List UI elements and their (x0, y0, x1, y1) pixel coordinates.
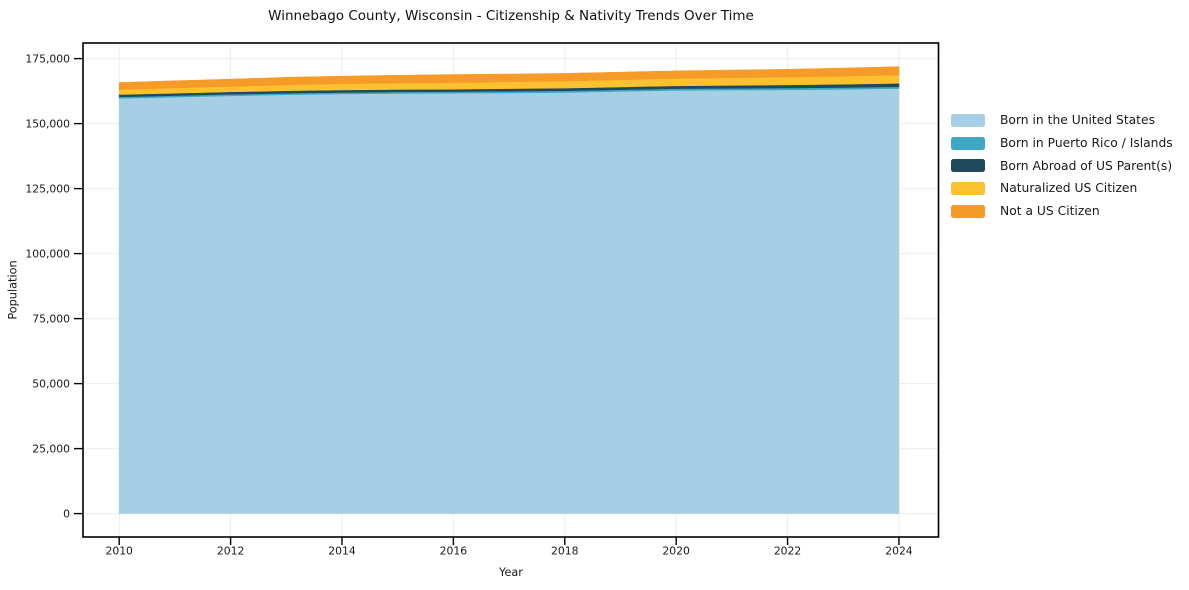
legend-item-naturalized-us-citizen: Naturalized US Citizen (951, 177, 1173, 200)
y-tick-label: 50,000 (32, 377, 70, 390)
x-tick-label: 2014 (328, 545, 356, 558)
legend-item-born-in-puerto-rico-islands: Born in Puerto Rico / Islands (951, 132, 1173, 155)
legend-label: Naturalized US Citizen (1000, 181, 1138, 196)
legend-item-not-a-us-citizen: Not a US Citizen (951, 200, 1173, 223)
x-tick-label: 2012 (217, 545, 244, 558)
area-series-not-a-us-citizen (118, 66, 900, 90)
legend-swatch-icon (951, 136, 985, 150)
legend-label: Not a US Citizen (1000, 204, 1100, 219)
legend-swatch-icon (951, 159, 985, 173)
legend-item-born-abroad-of-us-parent-s: Born Abroad of US Parent(s) (951, 154, 1173, 177)
x-tick-label: 2018 (551, 545, 579, 558)
y-tick-label: 0 (63, 507, 70, 520)
legend-swatch-icon (951, 113, 985, 127)
legend-label: Born in the United States (1000, 113, 1155, 128)
y-tick-label: 125,000 (25, 182, 70, 195)
y-axis-label: Population (6, 260, 20, 320)
chart-title: Winnebago County, Wisconsin - Citizenshi… (268, 8, 754, 24)
legend-swatch-icon (951, 181, 985, 195)
x-axis-label: Year (499, 566, 523, 579)
legend-swatch-icon (951, 204, 985, 218)
y-tick-label: 150,000 (25, 117, 70, 130)
x-tick-label: 2020 (662, 545, 690, 558)
chart-legend: Born in the United States Born in Puerto … (951, 109, 1173, 222)
x-tick-label: 2016 (440, 545, 468, 558)
legend-item-born-in-the-united-states: Born in the United States (951, 109, 1173, 132)
y-tick-label: 25,000 (32, 442, 70, 455)
x-tick-label: 2010 (105, 545, 133, 558)
area-series-born-in-the-united-states (118, 88, 900, 514)
x-tick-label: 2024 (885, 545, 913, 558)
legend-label: Born Abroad of US Parent(s) (1000, 158, 1173, 173)
plot-border (82, 42, 940, 538)
y-tick-label: 175,000 (25, 52, 70, 65)
y-tick-label: 75,000 (32, 312, 70, 325)
y-tick-label: 100,000 (25, 247, 70, 260)
legend-label: Born in Puerto Rico / Islands (1000, 136, 1173, 151)
x-tick-label: 2022 (774, 545, 801, 558)
